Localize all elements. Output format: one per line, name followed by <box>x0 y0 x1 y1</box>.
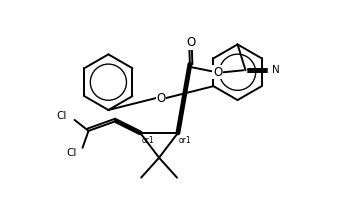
Text: Cl: Cl <box>56 111 67 121</box>
Text: or1: or1 <box>179 136 191 145</box>
Text: N: N <box>272 65 280 75</box>
Text: O: O <box>186 36 195 49</box>
Text: Cl: Cl <box>66 148 76 158</box>
Text: O: O <box>213 66 222 79</box>
Text: O: O <box>156 92 166 105</box>
Text: or1: or1 <box>141 136 154 145</box>
